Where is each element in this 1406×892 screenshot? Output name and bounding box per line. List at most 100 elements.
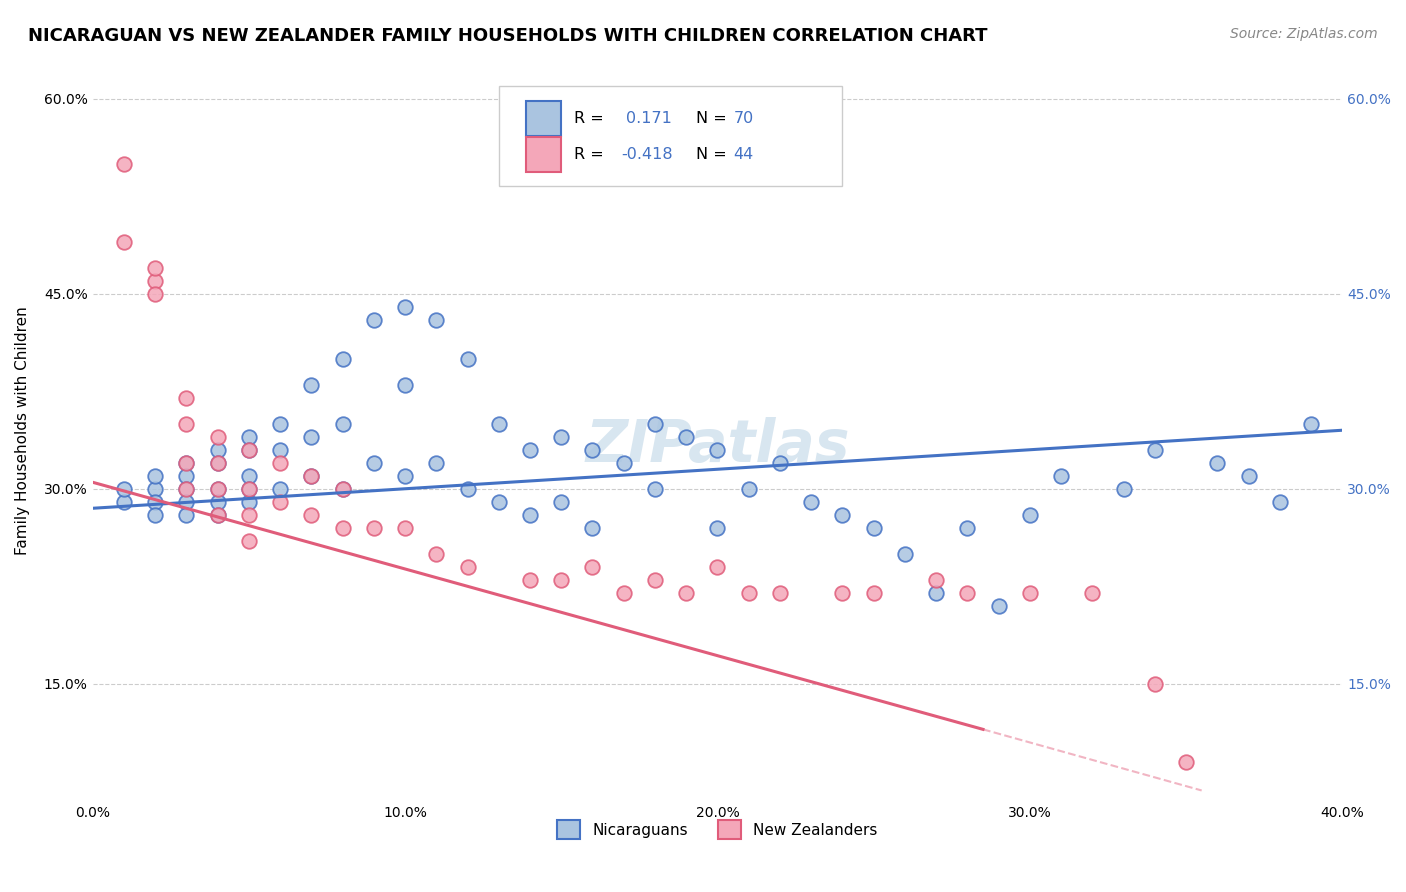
Point	[238, 482, 260, 496]
Y-axis label: Family Households with Children: Family Households with Children	[15, 306, 30, 555]
Point	[737, 586, 759, 600]
Point	[831, 586, 853, 600]
Legend: Nicaraguans, New Zealanders: Nicaraguans, New Zealanders	[551, 814, 884, 845]
Point	[769, 456, 792, 470]
Point	[831, 508, 853, 522]
Point	[176, 482, 198, 496]
Point	[425, 312, 447, 326]
Point	[176, 495, 198, 509]
Text: ZIPatlas: ZIPatlas	[585, 417, 849, 474]
Point	[332, 351, 354, 366]
Point	[176, 456, 198, 470]
Point	[550, 430, 572, 444]
Point	[1299, 417, 1322, 431]
Point	[269, 495, 291, 509]
Point	[207, 442, 229, 457]
Point	[176, 482, 198, 496]
Point	[956, 586, 979, 600]
Point	[207, 456, 229, 470]
Text: NICARAGUAN VS NEW ZEALANDER FAMILY HOUSEHOLDS WITH CHILDREN CORRELATION CHART: NICARAGUAN VS NEW ZEALANDER FAMILY HOUSE…	[28, 27, 987, 45]
Point	[488, 495, 510, 509]
Text: N =: N =	[696, 147, 733, 161]
Point	[894, 547, 917, 561]
Point	[644, 417, 666, 431]
Point	[675, 586, 697, 600]
Point	[457, 559, 479, 574]
Point	[332, 417, 354, 431]
Point	[1143, 442, 1166, 457]
Text: Source: ZipAtlas.com: Source: ZipAtlas.com	[1230, 27, 1378, 41]
Point	[457, 482, 479, 496]
Point	[238, 508, 260, 522]
Point	[925, 573, 948, 587]
Point	[143, 482, 166, 496]
Point	[112, 495, 135, 509]
Point	[737, 482, 759, 496]
Point	[550, 495, 572, 509]
Point	[143, 274, 166, 288]
Point	[207, 482, 229, 496]
Point	[394, 300, 416, 314]
Text: -0.418: -0.418	[621, 147, 673, 161]
Point	[1268, 495, 1291, 509]
Point	[1112, 482, 1135, 496]
Point	[176, 456, 198, 470]
Text: N =: N =	[696, 111, 733, 126]
Point	[581, 442, 603, 457]
Point	[613, 456, 636, 470]
Point	[925, 586, 948, 600]
Point	[269, 442, 291, 457]
Point	[269, 417, 291, 431]
FancyBboxPatch shape	[526, 101, 561, 136]
Point	[143, 468, 166, 483]
Point	[332, 521, 354, 535]
Point	[269, 456, 291, 470]
Point	[394, 377, 416, 392]
Point	[143, 286, 166, 301]
Text: 0.171: 0.171	[626, 111, 672, 126]
Point	[363, 521, 385, 535]
Point	[706, 559, 728, 574]
Point	[207, 508, 229, 522]
Point	[488, 417, 510, 431]
Text: R =: R =	[574, 111, 614, 126]
Point	[675, 430, 697, 444]
Point	[238, 430, 260, 444]
Point	[457, 351, 479, 366]
Point	[1143, 677, 1166, 691]
Text: R =: R =	[574, 147, 609, 161]
Point	[1175, 755, 1198, 769]
Point	[862, 586, 884, 600]
Point	[207, 482, 229, 496]
Point	[299, 508, 322, 522]
Point	[299, 468, 322, 483]
Point	[238, 442, 260, 457]
FancyBboxPatch shape	[499, 86, 842, 186]
Point	[207, 456, 229, 470]
Point	[176, 468, 198, 483]
Point	[238, 533, 260, 548]
Point	[143, 260, 166, 275]
Point	[1237, 468, 1260, 483]
Point	[1050, 468, 1073, 483]
Point	[299, 468, 322, 483]
Point	[332, 482, 354, 496]
Point	[956, 521, 979, 535]
Point	[299, 430, 322, 444]
Point	[363, 312, 385, 326]
Point	[176, 417, 198, 431]
Point	[363, 456, 385, 470]
Point	[581, 559, 603, 574]
Point	[112, 235, 135, 249]
Point	[176, 508, 198, 522]
Point	[143, 495, 166, 509]
Point	[332, 482, 354, 496]
Point	[207, 508, 229, 522]
Point	[581, 521, 603, 535]
Point	[299, 377, 322, 392]
Point	[207, 430, 229, 444]
Point	[143, 508, 166, 522]
Point	[1018, 508, 1040, 522]
Point	[394, 521, 416, 535]
Point	[176, 391, 198, 405]
